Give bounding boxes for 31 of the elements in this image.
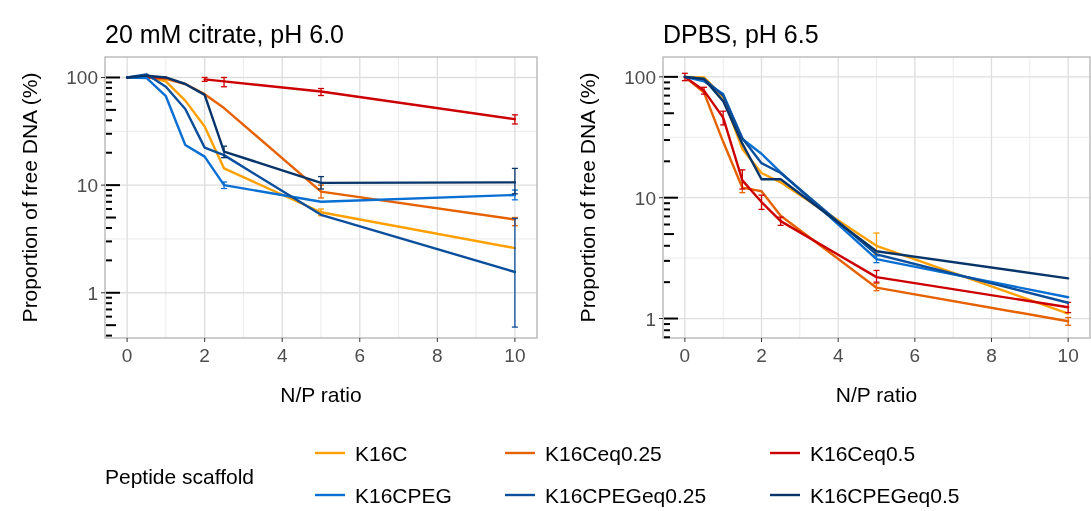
- legend-label: K16CPEGeq0.5: [810, 484, 960, 507]
- x-tick-label: 2: [199, 345, 210, 366]
- y-axis-title: Proportion of free DNA (%): [576, 72, 599, 323]
- legend-label: K16C: [355, 442, 408, 465]
- y-tick-label: 100: [66, 67, 98, 89]
- x-tick-label: 6: [354, 345, 366, 366]
- x-tick-label: 6: [909, 345, 921, 366]
- y-tick-label: 100: [624, 66, 656, 88]
- legend-label: K16CPEGeq0.25: [545, 484, 707, 507]
- legend-title: Peptide scaffold: [105, 465, 255, 488]
- chart-title: 20 mM citrate, pH 6.0: [105, 20, 344, 48]
- y-tick-label: 10: [634, 187, 656, 209]
- y-tick-label: 10: [76, 175, 98, 197]
- x-tick-label: 4: [276, 345, 288, 366]
- x-axis-title: N/P ratio: [835, 383, 918, 406]
- x-tick-label: 8: [986, 345, 997, 366]
- x-tick-label: 8: [432, 345, 443, 366]
- x-tick-label: 0: [121, 345, 133, 366]
- y-tick-label: 1: [87, 282, 98, 304]
- y-tick-label: 1: [645, 308, 656, 330]
- legend-label: K16Ceq0.25: [545, 442, 662, 465]
- legend-label: K16CPEG: [355, 484, 452, 507]
- x-tick-label: 4: [832, 345, 844, 366]
- x-tick-label: 10: [504, 345, 526, 366]
- y-axis-title: Proportion of free DNA (%): [18, 72, 41, 323]
- x-tick-label: 2: [756, 345, 767, 366]
- x-tick-label: 0: [679, 345, 691, 366]
- chart-title: DPBS, pH 6.5: [663, 20, 819, 48]
- legend-label: K16Ceq0.5: [810, 442, 916, 465]
- x-tick-label: 10: [1057, 345, 1079, 366]
- x-axis-title: N/P ratio: [280, 383, 362, 406]
